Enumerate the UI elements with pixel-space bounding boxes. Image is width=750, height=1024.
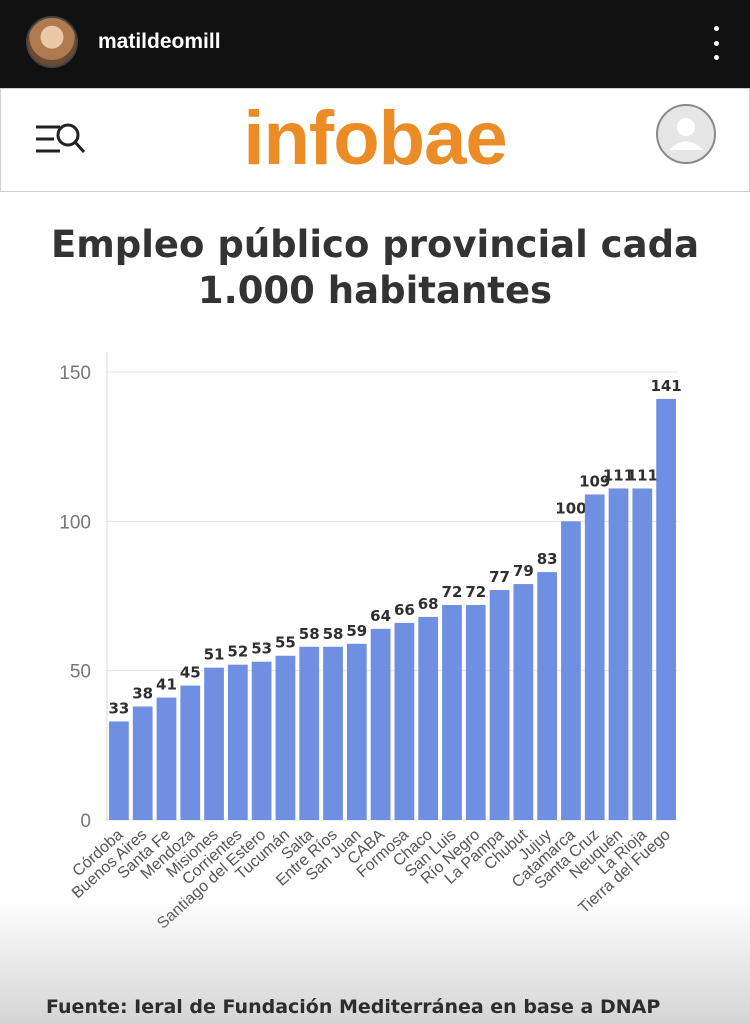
story-header: matildeomill: [0, 0, 750, 88]
infobae-logo[interactable]: infobae: [243, 96, 507, 181]
bar: [489, 590, 510, 820]
bar: [109, 721, 129, 820]
user-account-icon[interactable]: [655, 103, 717, 165]
menu-search-icon[interactable]: [34, 119, 90, 159]
bar: [608, 488, 629, 820]
data-label: 77: [489, 568, 510, 586]
data-label: 109: [579, 472, 610, 490]
y-tick-label: 100: [59, 512, 91, 533]
data-label: 51: [204, 646, 225, 664]
bar: [132, 706, 153, 820]
chart-title: Empleo público provincial cada 1.000 hab…: [50, 223, 700, 312]
data-label: 64: [370, 607, 391, 625]
data-label: 55: [275, 634, 296, 652]
data-label: 53: [251, 640, 272, 658]
data-label: 38: [132, 685, 153, 703]
data-label: 58: [299, 625, 320, 643]
data-label: 66: [394, 601, 415, 619]
bar: [584, 494, 605, 820]
bar: [537, 572, 558, 820]
bar: [561, 521, 581, 820]
data-label: 141: [650, 377, 681, 395]
data-label: 41: [156, 676, 177, 694]
data-label: 72: [442, 583, 463, 601]
bar: [180, 685, 201, 820]
avatar[interactable]: [26, 16, 78, 68]
data-label: 68: [418, 595, 439, 613]
data-label: 45: [180, 664, 201, 682]
bar: [204, 667, 224, 820]
data-label: 58: [323, 625, 344, 643]
bar: [275, 655, 296, 820]
data-label: 111: [627, 466, 658, 484]
data-label: 59: [346, 622, 367, 640]
y-tick-label: 150: [59, 363, 91, 384]
username[interactable]: matildeomill: [98, 30, 221, 53]
bar: [370, 628, 391, 820]
bar: [346, 643, 367, 820]
data-label: 111: [603, 466, 634, 484]
data-label: 83: [537, 550, 558, 568]
chart-source: Fuente: Ieral de Fundación Mediterránea …: [46, 996, 661, 1018]
bar: [418, 616, 439, 820]
data-label: 52: [227, 643, 248, 661]
bar: [442, 604, 462, 820]
bar: [394, 622, 415, 820]
y-tick-label: 50: [70, 662, 91, 683]
data-label: 72: [465, 583, 486, 601]
bar: [465, 604, 486, 820]
more-options-icon[interactable]: [708, 26, 724, 60]
bar: [227, 664, 248, 820]
bar: [323, 646, 343, 820]
data-label: 100: [555, 499, 586, 517]
bar: [513, 584, 534, 820]
data-label: 79: [513, 562, 534, 580]
site-header: infobae: [0, 88, 750, 192]
bar: [251, 661, 272, 820]
bar: [299, 646, 320, 820]
y-tick-label: 0: [80, 811, 91, 832]
bar: [656, 398, 676, 820]
data-label: 33: [108, 699, 129, 717]
bar: [632, 488, 653, 820]
bar: [156, 697, 177, 820]
